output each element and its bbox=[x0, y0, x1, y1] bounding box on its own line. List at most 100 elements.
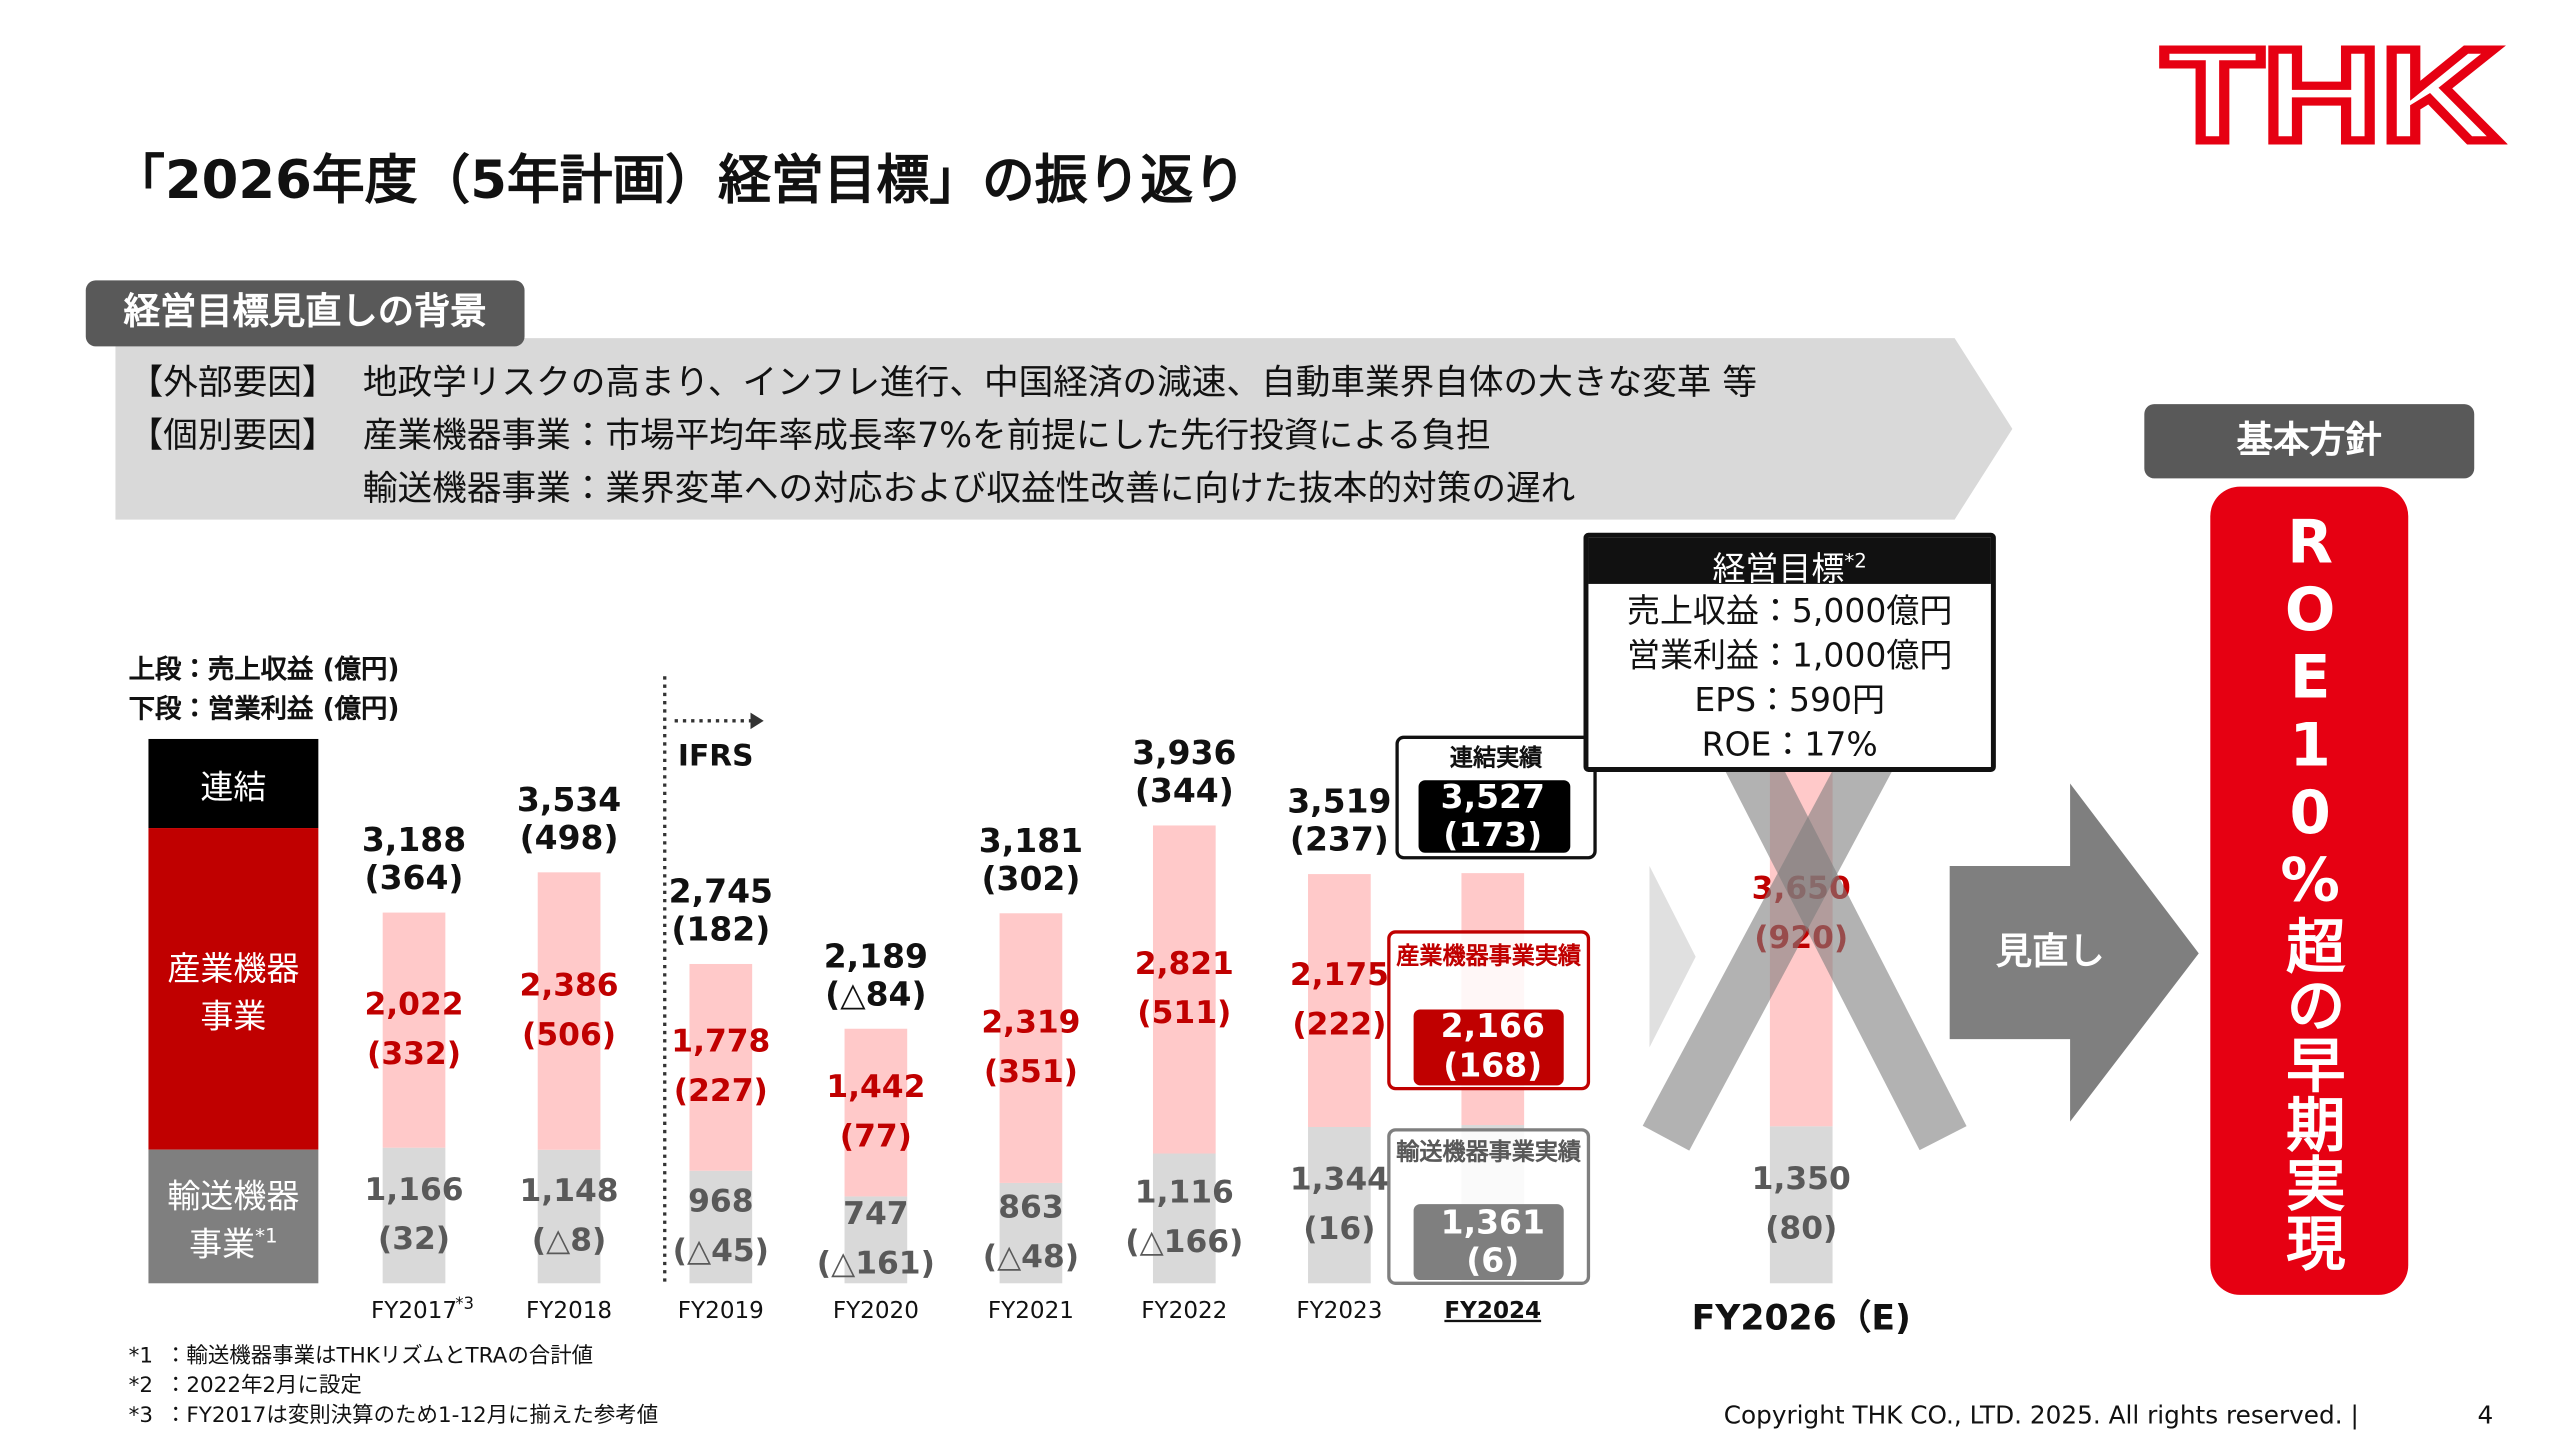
bar-industrial bbox=[1152, 825, 1216, 1154]
highlight-label: 産業機器事業実績 bbox=[1396, 943, 1582, 970]
review-arrow bbox=[1949, 783, 2199, 1122]
value-label: 2,386 bbox=[520, 967, 619, 1003]
profit-label: (332) bbox=[367, 1036, 461, 1072]
goal-line: 売上収益：5,000億円 bbox=[1626, 590, 1953, 631]
policy-text: ROE10%超の早期実現 bbox=[2276, 509, 2344, 1272]
value-label: 2,319 bbox=[981, 1004, 1080, 1040]
total-label: 3,527 bbox=[1441, 777, 1545, 816]
value-label: 1,166 bbox=[364, 1172, 463, 1208]
value-label: 2,166 bbox=[1441, 1006, 1545, 1045]
total-profit-label: (182) bbox=[671, 909, 770, 948]
x-tick-label: FY2023 bbox=[1296, 1298, 1382, 1324]
goal-box: 経営目標*2 売上収益：5,000億円 営業利益：1,000億円 EPS：590… bbox=[1583, 532, 1996, 772]
legend-item: 産業機器事業 bbox=[148, 828, 319, 1150]
value-label: 1,116 bbox=[1135, 1175, 1234, 1211]
bar-transport bbox=[1769, 1126, 1833, 1284]
total-profit-label: (302) bbox=[981, 859, 1080, 898]
ifrs-arrow-head bbox=[750, 712, 764, 730]
total-profit-label: (237) bbox=[1290, 820, 1389, 859]
total-profit-label: (173) bbox=[1443, 815, 1542, 854]
value-label: 2,022 bbox=[364, 986, 463, 1022]
value-label: 968 bbox=[688, 1183, 753, 1219]
total-label: 3,188 bbox=[362, 820, 466, 859]
x-tick-label: FY2026（E) bbox=[1692, 1299, 1911, 1339]
category-note: *3 bbox=[455, 1294, 474, 1313]
bar-transport bbox=[689, 1170, 753, 1284]
value-label: 747 bbox=[843, 1196, 908, 1232]
goal-line: EPS：590円 bbox=[1694, 679, 1885, 720]
bg-tag: 【外部要因】 bbox=[128, 362, 337, 403]
profit-label: (△48) bbox=[983, 1239, 1079, 1275]
footnote: *1 ：輸送機器事業はTHKリズムとTRAの合計値 bbox=[129, 1338, 593, 1369]
footnote-mark: *3 bbox=[128, 1403, 154, 1429]
total-label: 3,534 bbox=[517, 780, 621, 819]
total-profit-label: (498) bbox=[520, 818, 619, 857]
value-label: 1,350 bbox=[1752, 1161, 1851, 1197]
bar-transport bbox=[382, 1147, 446, 1284]
units-line: 上段：売上収益 (億円) bbox=[128, 653, 400, 685]
total-label: 2,189 bbox=[824, 936, 928, 975]
bar-transport bbox=[537, 1149, 601, 1284]
value-label: 1,361 bbox=[1441, 1202, 1545, 1241]
background-band bbox=[115, 338, 2013, 520]
legend-name: 輸送機器事業 bbox=[167, 1175, 300, 1263]
profit-label: (511) bbox=[1137, 995, 1231, 1031]
bar-industrial bbox=[537, 872, 601, 1150]
value-label: 1,148 bbox=[520, 1173, 619, 1209]
profit-label: (△166) bbox=[1125, 1224, 1243, 1260]
page-number: 4 bbox=[2477, 1400, 2494, 1431]
bg-text: 輸送機器事業：業界変革への対応および収益性改善に向けた抜本的対策の遅れ bbox=[362, 468, 1576, 509]
footnote-text: ：FY2017は変則決算のため1-12月に揃えた参考値 bbox=[164, 1403, 659, 1429]
x-tick-label: FY2018 bbox=[526, 1298, 612, 1324]
goal-title: 経営目標*2 bbox=[1588, 537, 1991, 588]
x-tick-label: FY2024 bbox=[1444, 1298, 1541, 1324]
goal-note: *2 bbox=[1844, 549, 1867, 573]
bar-industrial bbox=[689, 963, 753, 1171]
policy-label: 基本方針 bbox=[2144, 404, 2475, 479]
value-label: 2,175 bbox=[1290, 957, 1389, 993]
background-label: 経営目標見直しの背景 bbox=[85, 280, 525, 347]
x-tick-label: FY2022 bbox=[1141, 1298, 1227, 1324]
profit-label: (351) bbox=[984, 1054, 1078, 1090]
bar-transport bbox=[999, 1182, 1063, 1284]
x-tick-label: FY2020 bbox=[833, 1298, 919, 1324]
legend-text: 連結 bbox=[200, 766, 267, 806]
value-label: 1,442 bbox=[826, 1069, 925, 1105]
bg-text: 産業機器事業：市場平均年率成長率7%を前提にした先行投資による負担 bbox=[362, 415, 1491, 456]
x-tick-label: FY2019 bbox=[678, 1298, 764, 1324]
highlight-label: 輸送機器事業実績 bbox=[1396, 1139, 1582, 1167]
copyright: Copyright THK CO., LTD. 2025. All rights… bbox=[1723, 1400, 2359, 1431]
bg-text: 地政学リスクの高まり、インフレ進行、中国経済の減速、自動車業界自体の大きな変革 … bbox=[362, 362, 1758, 403]
profit-label: (△8) bbox=[532, 1222, 607, 1258]
highlight-label: 連結実績 bbox=[1449, 745, 1543, 772]
faded-chevron bbox=[1649, 865, 1696, 1048]
profit-label: (506) bbox=[522, 1017, 616, 1053]
total-profit-label: (△84) bbox=[825, 974, 926, 1013]
total-profit-label: (364) bbox=[365, 858, 464, 897]
x-tick-label: FY2017 bbox=[371, 1298, 457, 1324]
profit-label: (80) bbox=[1765, 1211, 1837, 1247]
profit-label: (222) bbox=[1292, 1006, 1386, 1042]
profit-label: (16) bbox=[1303, 1211, 1375, 1247]
profit-label: (168) bbox=[1443, 1046, 1542, 1085]
review-arrow-label: 見直し bbox=[1996, 929, 2105, 972]
legend-note: *1 bbox=[255, 1223, 278, 1247]
legend-consolidated-label: 連結 bbox=[148, 739, 318, 828]
profit-label: (77) bbox=[840, 1118, 912, 1154]
bar-transport bbox=[1152, 1153, 1216, 1284]
bar-industrial bbox=[382, 912, 446, 1148]
legend-text: 産業機器事業 bbox=[167, 947, 300, 1036]
footnote-mark: *2 bbox=[128, 1374, 154, 1399]
bar-industrial bbox=[844, 1028, 908, 1197]
profit-label: (6) bbox=[1466, 1240, 1519, 1279]
profit-label: (△45) bbox=[673, 1233, 769, 1269]
value-label: 863 bbox=[998, 1189, 1063, 1225]
total-label: 2,745 bbox=[669, 872, 773, 911]
logo: THK bbox=[2162, 21, 2498, 168]
units-line: 下段：営業利益 (億円) bbox=[128, 692, 400, 725]
highlight-box bbox=[1418, 780, 1571, 853]
profit-label: (227) bbox=[674, 1073, 768, 1109]
bars: 2,022 (332) 1,166 (32) 3,188(364) FY2017*3 2,3… bbox=[362, 701, 1911, 1339]
bar-industrial bbox=[999, 913, 1063, 1183]
